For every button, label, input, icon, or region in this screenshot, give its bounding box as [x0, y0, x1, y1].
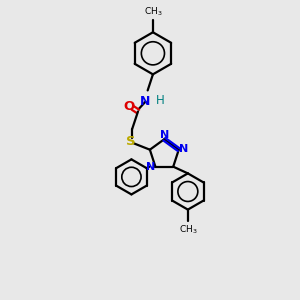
Text: H: H	[156, 94, 165, 107]
Text: O: O	[123, 100, 134, 113]
Text: N: N	[160, 130, 170, 140]
Text: CH$_3$: CH$_3$	[144, 5, 162, 18]
Text: N: N	[146, 162, 155, 172]
Text: S: S	[126, 135, 136, 148]
Text: N: N	[140, 95, 151, 108]
Text: N: N	[179, 143, 189, 154]
Text: CH$_3$: CH$_3$	[178, 223, 197, 236]
